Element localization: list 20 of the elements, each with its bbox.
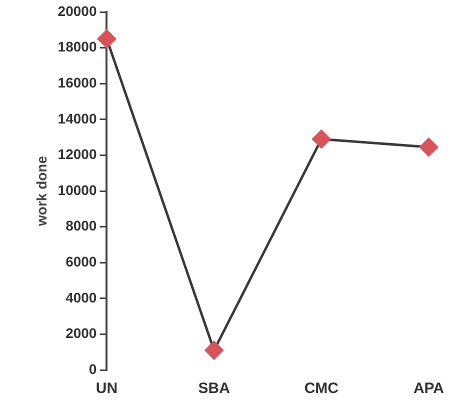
y-tick-label: 8000 [66, 218, 97, 234]
point [204, 341, 224, 360]
y-tick-label: 0 [88, 360, 97, 377]
y-tick-label: 18000 [58, 38, 97, 55]
y-tick-label: 6000 [66, 253, 97, 270]
y-tick-label: 10000 [58, 182, 97, 198]
point [97, 30, 116, 48]
y-tick-label: 14000 [58, 110, 97, 126]
y-axis-title: work done [33, 156, 50, 228]
y-tick-label: 12000 [58, 146, 97, 162]
x-tick-label: UN [96, 380, 118, 398]
point [312, 130, 331, 148]
y-tick-label: 16000 [58, 74, 97, 90]
point [419, 138, 438, 156]
y-tick-label: 20000 [58, 2, 97, 19]
x-tick-label: SBA [198, 380, 230, 398]
y-tick-label: 4000 [66, 289, 97, 306]
x-tick-label: APA [413, 380, 444, 398]
y-tick-label: 2000 [66, 325, 97, 342]
x-tick-label: CMC [304, 380, 339, 398]
